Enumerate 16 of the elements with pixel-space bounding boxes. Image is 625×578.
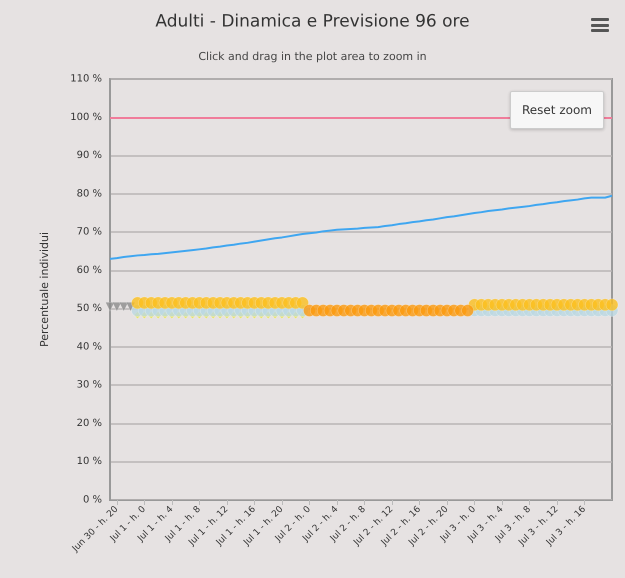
y-tick-label: 70 % <box>76 226 102 238</box>
y-tick-label: 110 % <box>70 74 102 84</box>
y-tick-label: 20 % <box>76 418 102 429</box>
chart-title: Adulti - Dinamica e Previsione 96 ore <box>155 12 470 32</box>
reset-zoom-button: Reset zoom <box>510 91 604 129</box>
y-tick-label: 0 % <box>82 494 102 506</box>
y-tick-label: 30 % <box>76 380 102 391</box>
y-tick-label: 40 % <box>76 341 102 352</box>
y-axis-title: Percentuale individui <box>38 232 51 348</box>
y-tick-label: 10 % <box>76 456 102 468</box>
y-tick-label: 100 % <box>70 112 102 123</box>
y-tick-label: 80 % <box>76 188 102 200</box>
chart-subtitle: Click and drag in the plot area to zoom in <box>198 50 427 63</box>
y-tick-label: 90 % <box>76 150 102 162</box>
y-tick-label: 60 % <box>76 264 102 276</box>
y-tick-label: 50 % <box>76 303 102 314</box>
